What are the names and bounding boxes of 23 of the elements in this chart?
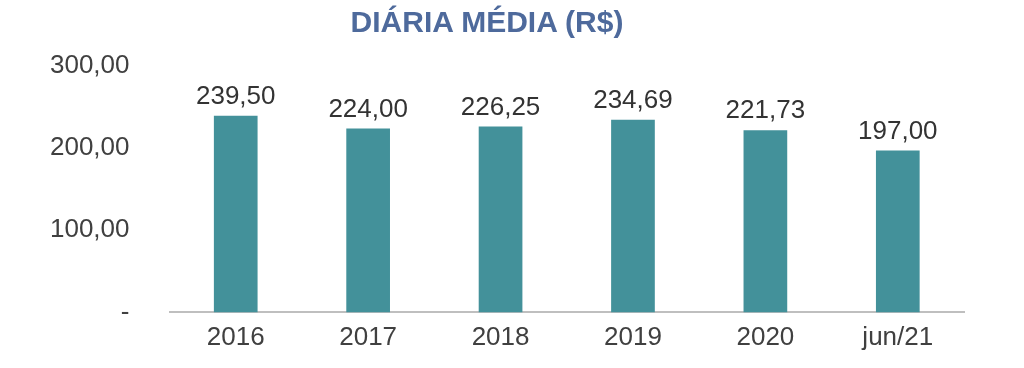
bar (478, 126, 523, 313)
data-label: 234,69 (593, 83, 673, 114)
x-tick-label: 2017 (339, 321, 398, 352)
bar (213, 115, 258, 313)
bar (875, 150, 920, 313)
x-tick-label: 2019 (604, 321, 662, 352)
y-tick-label: - (120, 295, 130, 326)
y-tick-label: 100,00 (49, 213, 130, 244)
x-tick-label: 2018 (471, 321, 530, 352)
data-label: 221,73 (725, 94, 806, 125)
bar (743, 130, 788, 313)
y-tick-label: 300,00 (49, 49, 130, 80)
x-tick-label: 2020 (736, 321, 795, 352)
chart-title: DIÁRIA MÉDIA (R$) (350, 5, 624, 39)
data-label: 224,00 (328, 92, 408, 123)
x-tick-label: jun/21 (861, 321, 934, 352)
data-label: 239,50 (195, 79, 276, 110)
y-tick-label: 200,00 (49, 131, 130, 162)
bar (611, 119, 655, 313)
data-label: 197,00 (858, 114, 938, 145)
bar (346, 128, 390, 313)
data-label: 226,25 (460, 90, 541, 121)
x-tick-label: 2016 (206, 321, 265, 352)
